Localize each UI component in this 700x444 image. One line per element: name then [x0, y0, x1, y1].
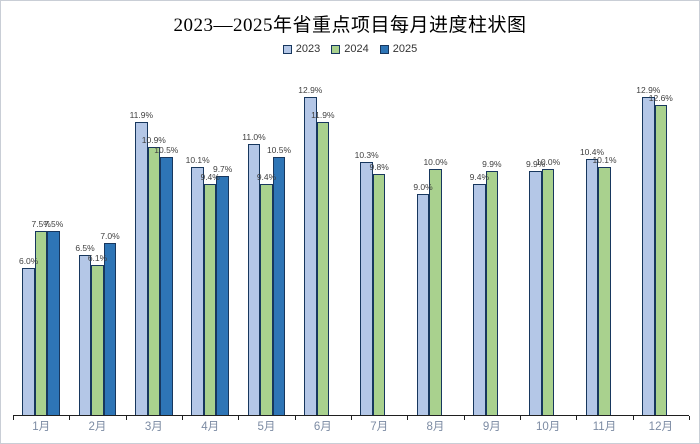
bar-value-label: 10.0%: [423, 157, 448, 167]
bar-2024-5月: [260, 183, 273, 416]
bar-value-label: 10.1%: [592, 154, 617, 165]
legend-item-2024: 2024: [331, 43, 369, 55]
bar-value-label: 9.9%: [482, 159, 502, 170]
bar-value-label: 10.5%: [266, 144, 292, 155]
axis-tick: [182, 416, 183, 420]
x-axis-line: [13, 414, 689, 416]
bar-value-label: 9.4%: [200, 171, 220, 182]
bar-value-label: 9.4%: [256, 171, 277, 182]
month-label: 10月: [536, 421, 561, 433]
bar-value-label: 7.5%: [43, 218, 64, 229]
month-label: 1月: [32, 421, 51, 433]
legend-label: 2025: [392, 43, 418, 55]
bar-value-label: 12.6%: [648, 92, 673, 103]
axis-tick: [520, 416, 521, 420]
bar-2024-4月: [203, 183, 217, 416]
bar-value-label: 7.5%: [31, 218, 51, 229]
axis-tick: [689, 416, 690, 420]
bar-2023-8月: [416, 193, 430, 416]
bar-2025-2月: [103, 243, 117, 416]
month-label: 3月: [144, 421, 163, 433]
bar-2025-3月: [160, 156, 173, 416]
bar-2024-7月: [372, 173, 386, 416]
month-label: 11月: [592, 421, 617, 433]
bar-value-label: 9.8%: [369, 161, 389, 172]
bar-2024-11月: [598, 166, 611, 416]
axis-tick: [238, 416, 240, 420]
legend-swatch-icon: [282, 44, 292, 54]
axis-tick: [69, 416, 71, 420]
bar-2024-10月: [541, 169, 555, 416]
legend-item-2025: 2025: [379, 43, 418, 55]
bar-2023-10月: [529, 171, 542, 416]
bar-2024-12月: [654, 104, 668, 416]
bar-value-label: 9.0%: [413, 181, 433, 192]
bar-2025-4月: [216, 176, 229, 416]
axis-tick: [463, 416, 465, 420]
axis-tick: [576, 416, 578, 420]
bar-2023-6月: [304, 97, 317, 416]
bar-2023-1月: [22, 267, 35, 416]
bar-value-label: 7.0%: [100, 231, 120, 242]
axis-tick: [13, 416, 14, 420]
bar-value-label: 11.0%: [242, 132, 266, 143]
bar-value-label: 10.3%: [354, 149, 379, 160]
month-label: 6月: [313, 421, 332, 433]
chart-title: 2023—2025年省重点项目每月进度柱状图: [173, 15, 527, 36]
bar-value-label: 10.4%: [579, 147, 605, 158]
legend-swatch-icon: [331, 44, 341, 54]
bar-2023-12月: [642, 97, 655, 416]
bar-2023-7月: [360, 161, 373, 416]
bar-2024-3月: [147, 146, 161, 416]
bar-2025-5月: [272, 156, 286, 416]
bar-2024-2月: [91, 265, 104, 416]
bar-2024-9月: [485, 171, 499, 416]
bar-value-label: 11.9%: [129, 110, 154, 121]
axis-tick: [407, 416, 409, 420]
bar-value-label: 6.0%: [18, 255, 39, 266]
bar-value-label: 11.9%: [311, 110, 335, 121]
month-label: 7月: [370, 421, 389, 433]
month-label: 4月: [201, 421, 220, 433]
month-label: 2月: [88, 421, 107, 433]
bar-2023-9月: [473, 183, 486, 416]
bar-value-label: 10.0%: [536, 157, 561, 167]
bar-2023-3月: [135, 122, 148, 416]
chart-legend: 2023 2024 2025: [1, 43, 699, 55]
month-label: 8月: [426, 421, 445, 433]
bar-value-label: 10.1%: [185, 154, 210, 165]
bar-value-label: 10.5%: [154, 144, 179, 155]
bar-value-label: 12.9%: [636, 85, 661, 96]
axis-tick: [351, 416, 352, 420]
bar-2023-5月: [247, 144, 261, 416]
bar-2023-2月: [78, 255, 92, 416]
month-label: 12月: [648, 421, 673, 433]
month-label: 9月: [482, 421, 501, 433]
bar-value-label: 10.9%: [141, 134, 166, 145]
month-label: 5月: [257, 421, 276, 433]
bar-value-label: 12.9%: [298, 85, 323, 96]
legend-item-2023: 2023: [282, 43, 321, 55]
bar-2025-1月: [47, 230, 60, 416]
bar-value-label: 6.1%: [87, 253, 108, 264]
bar-value-label: 6.5%: [75, 243, 95, 254]
axis-tick: [632, 416, 634, 420]
legend-label: 2023: [295, 43, 321, 55]
legend-label: 2024: [344, 43, 369, 55]
bar-2024-6月: [316, 122, 330, 416]
bar-value-label: 9.9%: [525, 159, 546, 170]
bar-2023-11月: [585, 159, 599, 416]
bar-2023-4月: [191, 166, 204, 416]
axis-tick: [294, 416, 296, 420]
legend-swatch-icon: [379, 44, 389, 54]
bar-value-label: 9.4%: [469, 171, 490, 182]
axis-tick: [125, 416, 127, 420]
bar-2024-8月: [429, 169, 442, 416]
bar-value-label: 9.7%: [212, 164, 233, 175]
